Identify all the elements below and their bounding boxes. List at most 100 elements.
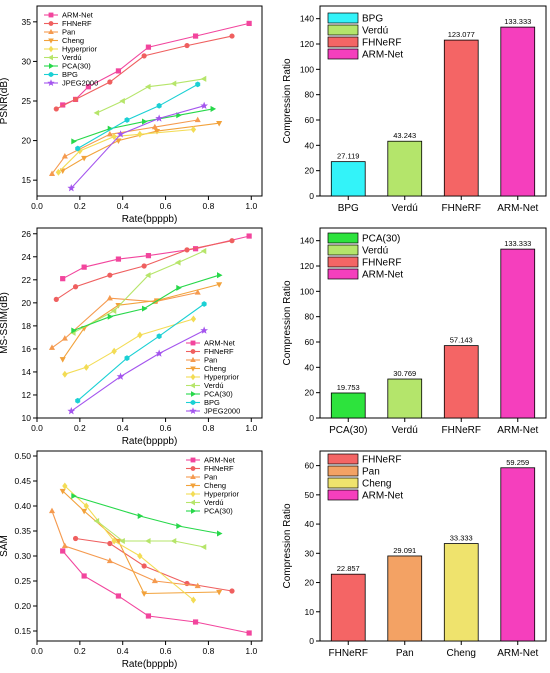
y-tick-label: 30	[22, 56, 32, 66]
series-line	[70, 330, 205, 412]
category-label: Pan	[396, 648, 414, 659]
category-label: FHNeRF	[442, 425, 481, 436]
data-point	[210, 105, 217, 112]
y-tick-label: 20	[305, 578, 315, 588]
data-label: 19.753	[337, 383, 360, 392]
series-line	[51, 119, 198, 175]
y-axis-label: MS-SSIM(dB)	[0, 292, 10, 354]
x-axis-label: Rate(bpppb)	[122, 659, 178, 670]
data-point	[141, 591, 148, 597]
legend-label: PCA(30)	[204, 390, 233, 399]
y-tick-label: 0.40	[14, 501, 31, 511]
data-point	[72, 96, 79, 103]
legend-label: Verdú	[362, 246, 388, 257]
data-point	[71, 138, 77, 145]
legend-marker	[49, 63, 55, 69]
series-line	[70, 105, 205, 189]
data-point	[216, 282, 223, 288]
data-point	[145, 537, 151, 545]
data-point	[229, 238, 235, 244]
data-label: 33.333	[450, 534, 473, 543]
legend-entry: PCA(30)	[327, 232, 400, 245]
legend-entry: Cheng	[327, 477, 391, 490]
data-point	[71, 492, 77, 500]
series-hyperprior	[62, 482, 197, 604]
y-tick-label: 22	[22, 275, 32, 285]
data-point	[59, 488, 66, 495]
series-verd-	[93, 75, 207, 116]
legend-label: ARM-Net	[362, 270, 403, 281]
legend-label: Verdú	[204, 381, 224, 390]
data-point	[48, 344, 56, 350]
x-tick-label: 0.2	[74, 423, 86, 433]
data-label: 30.769	[393, 369, 416, 378]
legend-entry: FHNeRF	[186, 464, 234, 473]
x-tick-label: 0.8	[203, 201, 215, 211]
legend-marker	[190, 473, 196, 479]
legend-label: Cheng	[362, 479, 391, 490]
legend-marker	[189, 382, 195, 389]
legend-label: ARM-Net	[204, 339, 236, 348]
y-tick-label: 120	[300, 261, 314, 271]
series-line	[77, 83, 198, 149]
y-tick-label: 25	[22, 96, 32, 106]
series-hyperprior	[62, 315, 197, 378]
x-tick-label: 0.2	[74, 201, 86, 211]
data-point	[60, 548, 66, 554]
data-point	[106, 130, 113, 137]
legend-swatch	[327, 12, 359, 24]
data-point	[93, 517, 100, 525]
data-point	[75, 145, 81, 152]
data-point	[124, 355, 130, 361]
y-tick-label: 0	[309, 191, 314, 201]
legend-label: Hyperprior	[204, 490, 240, 499]
y-tick-label: 12	[22, 390, 32, 400]
legend-label: Verdú	[362, 26, 388, 37]
y-tick-label: 16	[22, 344, 32, 354]
legend-label: JPEG2000	[204, 407, 240, 416]
data-label: 123.077	[448, 30, 475, 39]
legend-marker	[48, 45, 54, 53]
legend-entry: Cheng	[44, 36, 84, 45]
y-tick-label: 0	[309, 413, 314, 423]
data-point	[156, 102, 162, 109]
legend-label: FHNeRF	[362, 455, 401, 466]
y-tick-label: 80	[305, 312, 315, 322]
legend-entry: JPEG2000	[44, 79, 98, 88]
plot-frame	[36, 450, 263, 642]
data-point	[216, 121, 223, 127]
legend-label: Verdú	[204, 498, 224, 507]
legend-entry: FHNeRF	[327, 36, 401, 49]
data-point	[201, 301, 207, 307]
data-point	[83, 363, 89, 371]
y-tick-label: 30	[305, 548, 315, 558]
y-tick-label: 20	[305, 166, 315, 176]
series-pan	[48, 116, 201, 176]
data-point	[119, 537, 125, 545]
series-pca-30-	[71, 492, 223, 537]
data-point	[141, 263, 147, 269]
legend-swatch	[327, 244, 359, 256]
legend-label: FHNeRF	[204, 464, 234, 473]
series-bpg	[75, 81, 201, 152]
legend-marker	[189, 499, 195, 506]
data-point	[145, 613, 152, 619]
legend-label: Cheng	[62, 36, 84, 45]
legend-marker	[189, 407, 197, 415]
legend-entry: Pan	[186, 473, 217, 482]
legend-label: Verdú	[62, 53, 82, 62]
data-point	[116, 372, 125, 380]
y-tick-label: 15	[22, 175, 32, 185]
data-point	[124, 117, 130, 123]
legend-label: ARM-Net	[62, 11, 94, 20]
x-tick-label: 0.0	[31, 423, 43, 433]
series-pan	[48, 289, 201, 350]
series-pan	[48, 507, 201, 589]
data-point	[153, 128, 161, 135]
bar	[500, 467, 536, 642]
legend-label: Pan	[362, 467, 380, 478]
y-tick-label: 26	[22, 229, 32, 239]
data-point	[85, 84, 92, 90]
bar	[387, 378, 423, 419]
legend-label: Pan	[62, 28, 75, 37]
